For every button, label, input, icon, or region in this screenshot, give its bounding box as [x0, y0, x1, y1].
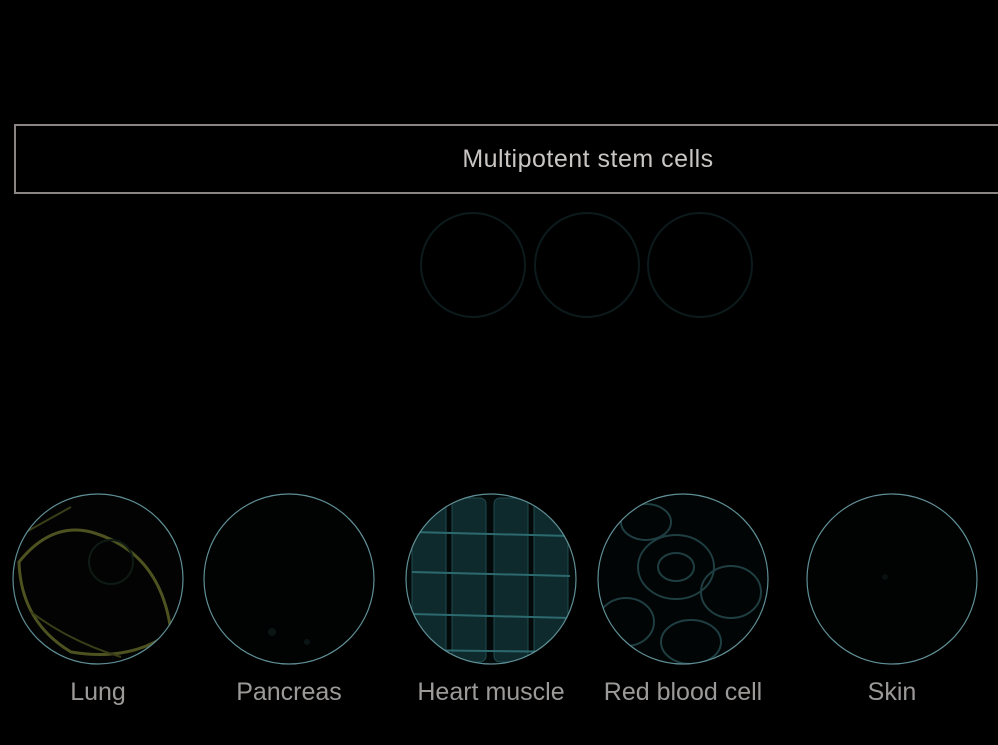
heart-muscle-label: Heart muscle	[417, 678, 565, 706]
skin-cell-icon	[805, 492, 979, 666]
lung-cell-icon	[11, 492, 185, 666]
red-blood-cell-label: Red blood cell	[603, 678, 763, 706]
red-blood-cell-icon	[596, 492, 770, 666]
pancreas-cell-icon	[202, 492, 376, 666]
lung-label: Lung	[70, 678, 126, 706]
pancreas-label: Pancreas	[236, 678, 342, 706]
heart-muscle-cell-icon	[404, 492, 578, 666]
skin-label: Skin	[867, 678, 917, 706]
stem-cell-title: Multipotent stem cells	[462, 144, 714, 173]
stem-cell-title-box: Multipotent stem cells	[14, 124, 998, 194]
